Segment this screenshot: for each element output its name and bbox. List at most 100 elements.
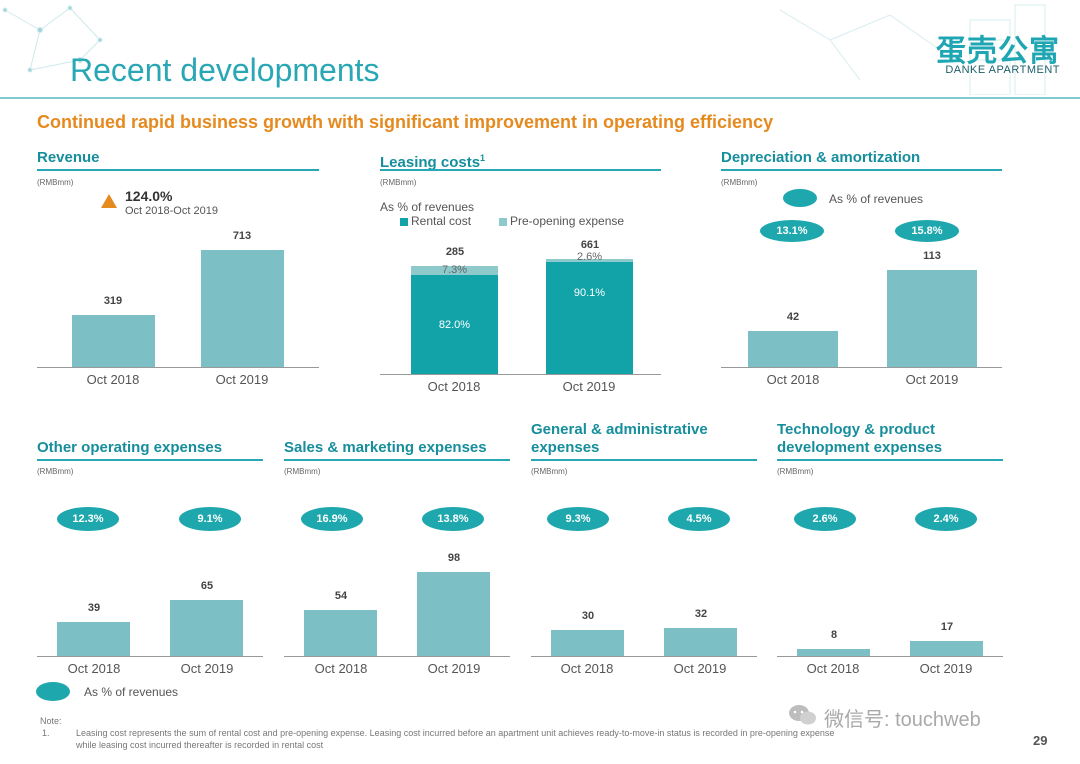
sales-title-rule bbox=[284, 459, 510, 461]
sales-pct-oct-2019: 13.8% bbox=[422, 507, 484, 531]
revenue-growth-period: Oct 2018-Oct 2019 bbox=[125, 205, 218, 217]
depreciation-bar-oct-2018 bbox=[748, 330, 838, 367]
sales-x-axis bbox=[284, 656, 510, 657]
legend-rental-label: Rental cost bbox=[411, 214, 472, 228]
depreciation-xlabel-oct-2018: Oct 2018 bbox=[766, 372, 820, 387]
leasing-preopen-segment-oct-2019: 2.6% bbox=[546, 251, 633, 263]
tech-expenses-title: Technology & product development expense… bbox=[777, 421, 942, 457]
ga-value-oct-2019: 32 bbox=[694, 608, 708, 621]
growth-arrow-icon bbox=[101, 194, 117, 208]
bottom-legend-label: As % of revenues bbox=[84, 685, 179, 699]
sales-pct-oct-2018: 16.9% bbox=[301, 507, 363, 531]
leasing-rental-segment-oct-2019: 90.1% bbox=[546, 262, 633, 374]
other-pct-oct-2018: 12.3% bbox=[57, 507, 119, 531]
other-bar-oct-2019 bbox=[170, 600, 243, 656]
leasing-x-axis bbox=[380, 374, 661, 375]
page-number: 29 bbox=[1033, 733, 1048, 748]
network-decoration bbox=[2, 5, 103, 73]
sales-unit: (RMBmm) bbox=[284, 467, 321, 476]
slide-subtitle: Continued rapid business growth with sig… bbox=[37, 112, 774, 132]
tech-value-oct-2019: 17 bbox=[940, 621, 954, 634]
revenue-chart: 319 713 bbox=[37, 180, 319, 368]
sales-bar-oct-2018 bbox=[304, 609, 377, 656]
revenue-xlabel-oct-2018: Oct 2018 bbox=[86, 372, 140, 387]
tech-x-axis bbox=[777, 656, 1003, 657]
depreciation-x-axis bbox=[721, 367, 1002, 368]
revenue-value-oct-2019: 713 bbox=[232, 230, 252, 243]
note-number: 1. bbox=[42, 728, 50, 738]
sales-xlabel-oct-2019: Oct 2019 bbox=[427, 661, 481, 676]
leasing-preopen-pct-oct-2019: 2.6% bbox=[576, 251, 603, 263]
sales-value-oct-2018: 54 bbox=[334, 589, 348, 602]
depreciation-legend-oval bbox=[783, 189, 817, 207]
other-xlabel-oct-2018: Oct 2018 bbox=[67, 661, 121, 676]
tech-title-line-2: development expenses bbox=[777, 439, 943, 456]
revenue-bar-oct-2018 bbox=[72, 314, 155, 367]
depreciation-bar-oct-2019 bbox=[887, 269, 977, 367]
ga-title-rule bbox=[531, 459, 757, 461]
sales-marketing-title: Sales & marketing expenses bbox=[284, 439, 487, 456]
ga-expenses-title: General & administrative expenses bbox=[531, 421, 708, 457]
ga-bar-oct-2018 bbox=[551, 630, 624, 656]
other-expenses-title: Other operating expenses bbox=[37, 439, 223, 456]
depreciation-value-oct-2018: 42 bbox=[786, 310, 800, 323]
other-x-axis bbox=[37, 656, 263, 657]
tech-bar-oct-2019 bbox=[910, 641, 983, 656]
ga-pct-oct-2019: 4.5% bbox=[668, 507, 730, 531]
revenue-value-oct-2018: 319 bbox=[103, 294, 123, 307]
revenue-title-rule bbox=[37, 169, 319, 171]
ga-x-axis bbox=[531, 656, 757, 657]
sales-value-oct-2019: 98 bbox=[447, 551, 461, 564]
revenue-growth-pct: 124.0% bbox=[125, 188, 173, 204]
leasing-footnote-marker: 1 bbox=[480, 153, 486, 163]
ga-title-line-1: General & administrative bbox=[531, 421, 708, 438]
ga-unit: (RMBmm) bbox=[531, 467, 568, 476]
note-text-line-1: Leasing cost represents the sum of renta… bbox=[76, 728, 835, 738]
other-value-oct-2019: 65 bbox=[200, 580, 214, 593]
leasing-total-oct-2018: 285 bbox=[445, 246, 465, 258]
revenue-x-axis bbox=[37, 367, 319, 368]
sales-chart: 54 98 bbox=[284, 552, 510, 657]
company-logo-english: DANKE APARTMENT bbox=[945, 64, 1060, 76]
depreciation-value-oct-2019: 113 bbox=[923, 249, 941, 262]
sales-xlabel-oct-2018: Oct 2018 bbox=[314, 661, 368, 676]
tech-xlabel-oct-2018: Oct 2018 bbox=[806, 661, 860, 676]
legend-preopen-label: Pre-opening expense bbox=[510, 214, 625, 228]
note-label: Note: bbox=[40, 716, 62, 726]
other-xlabel-oct-2019: Oct 2019 bbox=[180, 661, 234, 676]
sales-bar-oct-2019 bbox=[417, 571, 490, 656]
revenue-bar-oct-2019 bbox=[201, 250, 284, 367]
tech-chart: 8 17 bbox=[777, 560, 1003, 657]
ga-chart: 30 32 bbox=[531, 560, 757, 657]
revenue-title: Revenue bbox=[37, 149, 100, 166]
bottom-legend-oval bbox=[36, 682, 70, 701]
ga-pct-oct-2018: 9.3% bbox=[547, 507, 609, 531]
leasing-xlabel-oct-2019: Oct 2019 bbox=[562, 379, 616, 394]
note-text-line-2: while leasing cost incurred thereafter i… bbox=[76, 740, 324, 750]
leasing-bar-oct-2018: 7.3% 82.0% bbox=[411, 264, 498, 374]
leasing-rental-pct-oct-2019: 90.1% bbox=[573, 286, 606, 299]
other-value-oct-2018: 39 bbox=[87, 602, 101, 615]
leasing-bar-oct-2019: 2.6% 90.1% bbox=[546, 251, 633, 374]
leasing-total-oct-2019: 661 bbox=[580, 239, 600, 251]
ga-title-line-2: expenses bbox=[531, 439, 600, 456]
tech-value-oct-2018: 8 bbox=[830, 629, 838, 642]
depreciation-legend-label: As % of revenues bbox=[829, 192, 924, 206]
tech-xlabel-oct-2019: Oct 2019 bbox=[919, 661, 973, 676]
leasing-xlabel-oct-2018: Oct 2018 bbox=[427, 379, 481, 394]
depreciation-title: Depreciation & amortization bbox=[721, 149, 921, 166]
leasing-preopen-pct-oct-2018: 7.3% bbox=[441, 264, 468, 276]
other-bar-oct-2018 bbox=[57, 622, 130, 656]
company-logo: 蛋壳公寓 bbox=[936, 35, 1060, 68]
leasing-unit: (RMBmm) bbox=[380, 178, 417, 187]
watermark-text: 微信号: touchweb bbox=[824, 709, 981, 731]
leasing-rental-pct-oct-2018: 82.0% bbox=[438, 319, 471, 332]
leasing-chart: 7.3% 82.0% 2.6% 90.1% 285 661 bbox=[380, 239, 661, 375]
other-unit: (RMBmm) bbox=[37, 467, 74, 476]
leasing-pct-caption: As % of revenues bbox=[380, 200, 475, 214]
leasing-costs-title: Leasing costs1 bbox=[380, 153, 486, 171]
title-divider bbox=[0, 97, 1080, 99]
tech-unit: (RMBmm) bbox=[777, 467, 814, 476]
ga-bar-oct-2019 bbox=[664, 628, 737, 656]
tech-title-rule bbox=[777, 459, 1003, 461]
